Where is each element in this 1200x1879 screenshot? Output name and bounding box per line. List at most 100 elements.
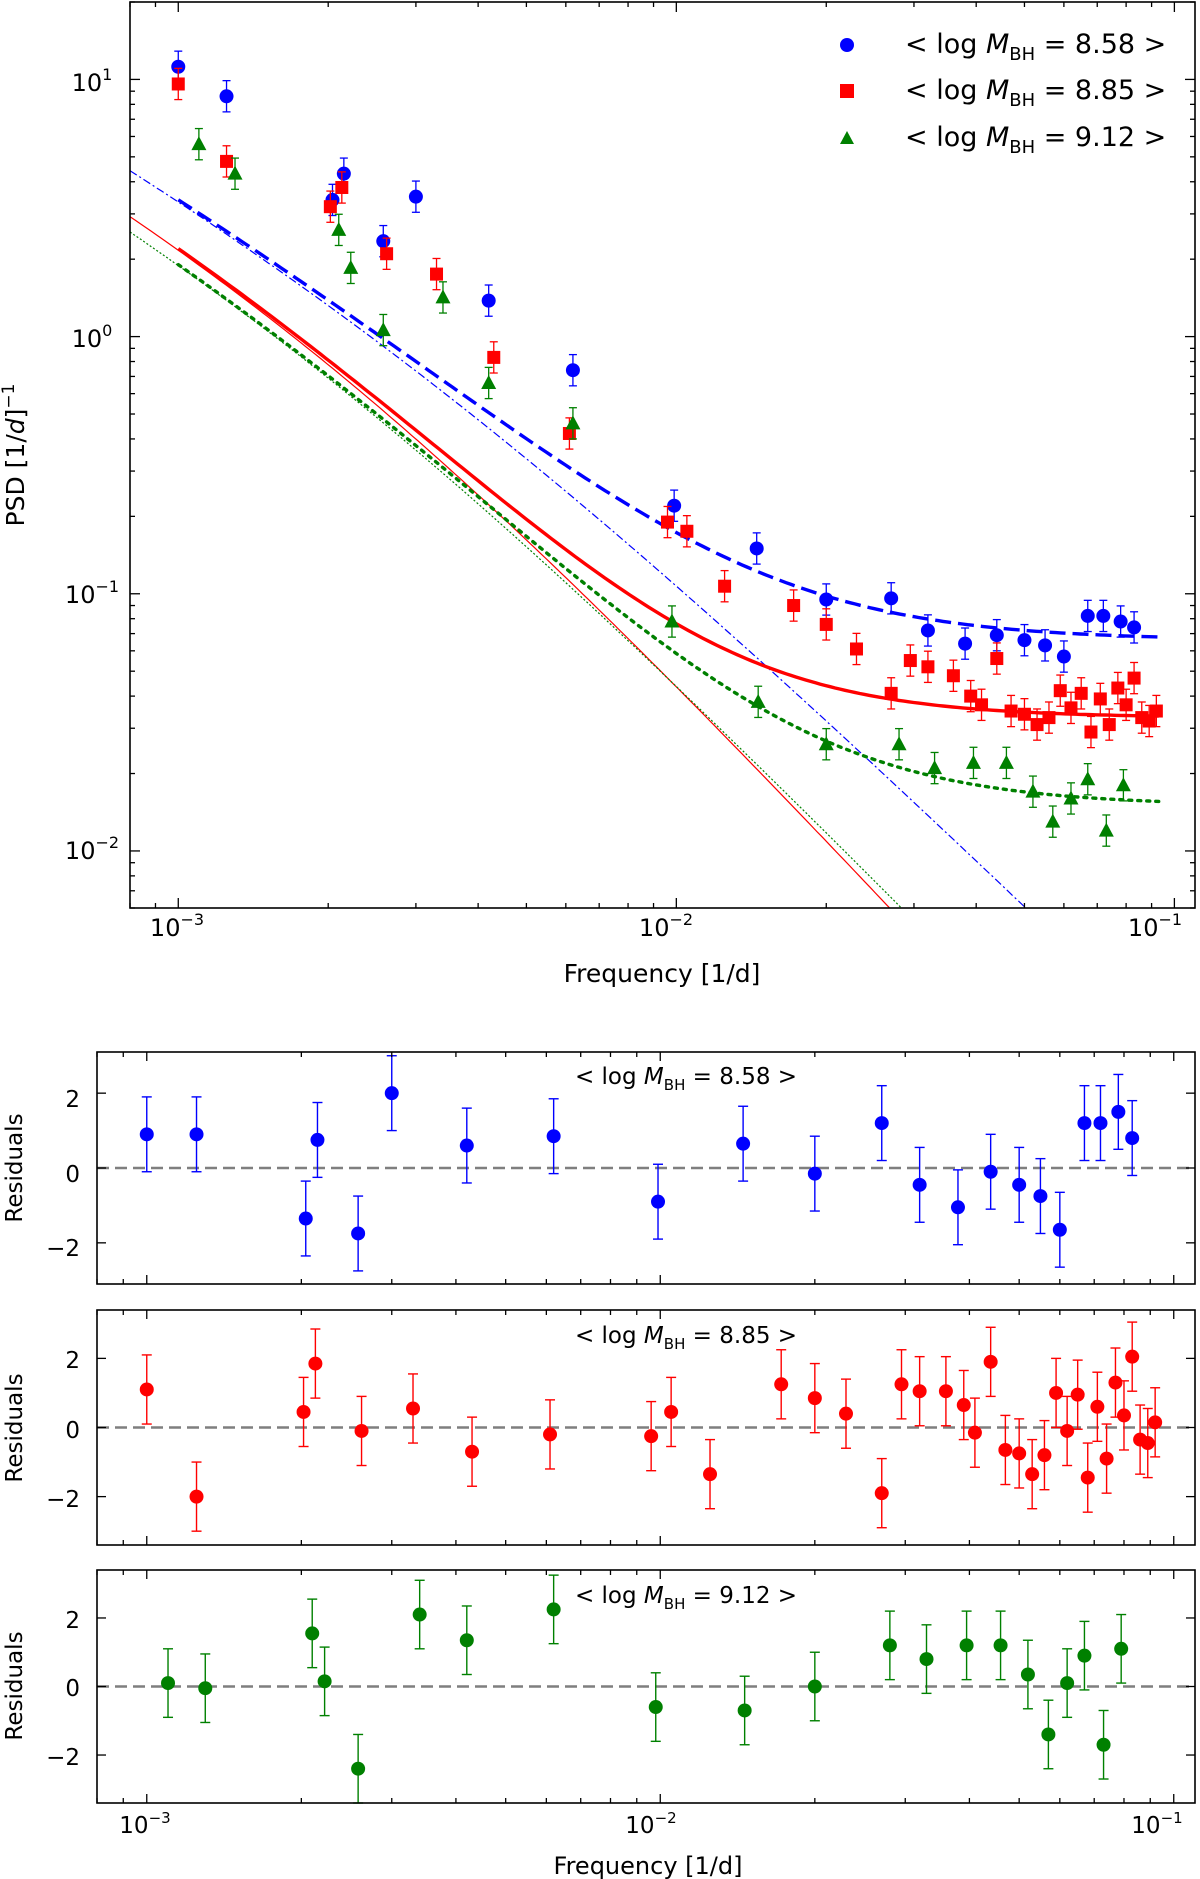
- series-0-point: [481, 284, 496, 317]
- res3-point: [1060, 1648, 1075, 1719]
- series-1-point: [1093, 682, 1107, 716]
- res2-point: [1012, 1418, 1027, 1489]
- res3-xtick-label-1: 10−2: [625, 1809, 676, 1839]
- marker-circle: [1116, 1408, 1131, 1423]
- psd-ytick-label-3: 10−2: [65, 833, 119, 865]
- marker-circle: [1012, 1177, 1027, 1192]
- res1-points-layer: [97, 1055, 1195, 1272]
- marker-circle: [807, 1679, 822, 1694]
- series-0-point: [565, 353, 580, 387]
- series-2-point: [343, 251, 359, 285]
- res1-point: [651, 1163, 666, 1240]
- marker-square: [1127, 671, 1141, 685]
- series-1-point: [380, 237, 394, 270]
- series-1-point: [1064, 691, 1078, 725]
- psd-ytick-label-1: 100: [72, 321, 113, 353]
- psd-xtick-label-0: 10−3: [150, 910, 204, 942]
- marker-square: [964, 689, 978, 703]
- series-2-point: [891, 727, 907, 761]
- marker-circle: [1125, 1131, 1140, 1146]
- marker-square: [819, 617, 833, 631]
- res1-panel-label: < log MBH = 8.58 >: [575, 1064, 797, 1094]
- marker-square: [1111, 681, 1125, 695]
- res1-point: [1012, 1146, 1027, 1223]
- marker-triangle: [927, 760, 943, 775]
- series-2-point: [965, 746, 981, 780]
- residual-panel-1: 2 0 −2 Residuals < log MBH = 8.58 >: [2, 1051, 1196, 1285]
- series-2-point: [435, 281, 451, 314]
- res2-point: [296, 1376, 311, 1448]
- res2-point: [956, 1369, 971, 1441]
- series-1-point: [323, 190, 337, 223]
- res3-point: [993, 1610, 1008, 1681]
- res2-ytick-label-2: −2: [46, 1487, 80, 1513]
- res1-point: [950, 1169, 965, 1246]
- marker-circle: [1096, 1737, 1111, 1752]
- marker-square: [335, 180, 349, 194]
- res3-xtick-label-0: 10−3: [119, 1809, 170, 1839]
- marker-square: [849, 642, 863, 656]
- marker-square: [903, 654, 917, 668]
- marker-circle: [920, 623, 935, 638]
- marker-square: [430, 267, 444, 281]
- marker-square: [1149, 704, 1163, 718]
- res2-point: [465, 1416, 480, 1487]
- marker-circle: [1041, 1727, 1056, 1742]
- residual-panel-3: 2 0 −2 Residuals < log MBH = 9.12 > 10−3…: [2, 1569, 1196, 1879]
- series-1-point: [718, 569, 732, 603]
- series-2-point: [1080, 762, 1096, 796]
- res3-point: [1114, 1613, 1129, 1684]
- marker-square: [220, 154, 234, 168]
- res2-point: [838, 1378, 853, 1449]
- res2-point: [1125, 1321, 1140, 1392]
- series-0-point: [1127, 611, 1142, 644]
- marker-circle: [912, 1384, 927, 1399]
- res3-point: [1020, 1639, 1035, 1710]
- res1-point: [1125, 1099, 1140, 1177]
- series-0-point: [1017, 623, 1032, 657]
- marker-circle: [308, 1356, 323, 1371]
- marker-circle: [384, 1086, 399, 1101]
- res2-point: [774, 1349, 789, 1420]
- res2-ylabel: Residuals: [2, 1373, 28, 1482]
- legend-marker-circle: [840, 38, 854, 52]
- series-2-point: [1098, 814, 1114, 847]
- marker-circle: [198, 1681, 213, 1696]
- series-0-point: [1096, 599, 1111, 633]
- series-0-point: [1038, 629, 1053, 662]
- series-1-point: [171, 67, 185, 101]
- series-1-point: [787, 589, 801, 622]
- series-1-point: [1102, 708, 1116, 741]
- marker-circle: [651, 1194, 666, 1209]
- marker-circle: [1090, 1399, 1105, 1414]
- marker-circle: [1099, 1451, 1114, 1466]
- marker-triangle: [1025, 783, 1041, 798]
- series-1-point: [660, 505, 674, 539]
- marker-circle: [1111, 1104, 1126, 1119]
- marker-circle: [310, 1132, 325, 1147]
- marker-circle: [406, 1401, 421, 1416]
- marker-triangle: [1045, 813, 1061, 828]
- res1-ytick-label-0: 2: [65, 1087, 80, 1113]
- series-1-point: [680, 515, 694, 548]
- res2-point: [644, 1400, 659, 1472]
- marker-circle: [1140, 1436, 1155, 1451]
- marker-circle: [139, 1382, 154, 1397]
- series-1-point: [849, 632, 863, 666]
- marker-circle: [1148, 1415, 1163, 1430]
- series-2-point: [927, 751, 943, 785]
- marker-square: [975, 698, 989, 712]
- series-1-point: [1127, 661, 1141, 695]
- marker-square: [1074, 686, 1088, 700]
- marker-circle: [1125, 1349, 1140, 1364]
- series-0-powerlaw-line: [130, 170, 1027, 908]
- marker-triangle: [1098, 822, 1114, 837]
- series-1-point: [1149, 694, 1163, 728]
- series-1-point: [220, 145, 234, 178]
- res3-ylabel: Residuals: [2, 1631, 28, 1740]
- res3-ytick-label-0: 2: [65, 1608, 80, 1634]
- marker-circle: [807, 1391, 822, 1406]
- psd-axes-frame: [129, 1, 1196, 909]
- res3-point: [546, 1574, 561, 1645]
- res2-point: [983, 1326, 998, 1398]
